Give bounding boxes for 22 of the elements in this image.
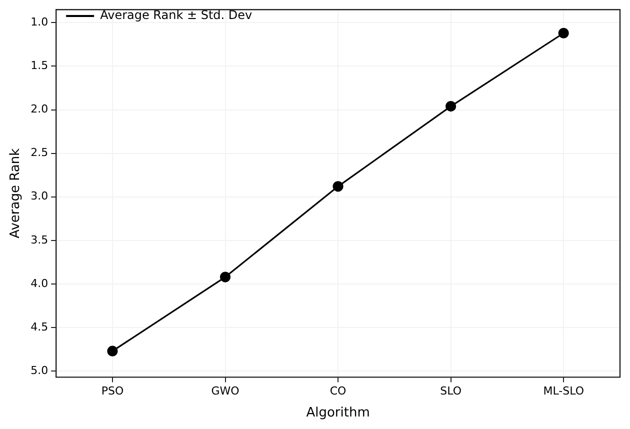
point: [220, 272, 231, 282]
point: [446, 100, 456, 112]
y-tick-label: 5.0: [30, 364, 48, 377]
point: [558, 28, 569, 38]
y-tick-label: 1.5: [30, 59, 48, 72]
point: [332, 181, 344, 192]
y-axis-title: Average Rank: [8, 148, 24, 238]
y-tick-label: 1.0: [30, 16, 48, 29]
x-tick-label: CO: [330, 384, 347, 398]
point: [107, 346, 118, 356]
y-tick-label: 2.5: [30, 146, 48, 160]
legend-label: Average Rank ± Std. Dev: [100, 8, 252, 22]
y-tick-label: 3.0: [30, 190, 48, 203]
y-tick-label: 2.0: [30, 102, 48, 116]
y-tick-label: 4.0: [30, 276, 48, 290]
x-tick-label: ML-SLO: [543, 384, 584, 398]
y-tick-label: 4.5: [30, 320, 48, 334]
x-axis-title: Algorithm: [306, 406, 370, 421]
x-tick-label: SLO: [440, 384, 462, 398]
x-tick-label: GWO: [211, 384, 240, 398]
x-tick-label: PSO: [101, 384, 124, 398]
y-tick-label: 3.5: [30, 233, 48, 246]
